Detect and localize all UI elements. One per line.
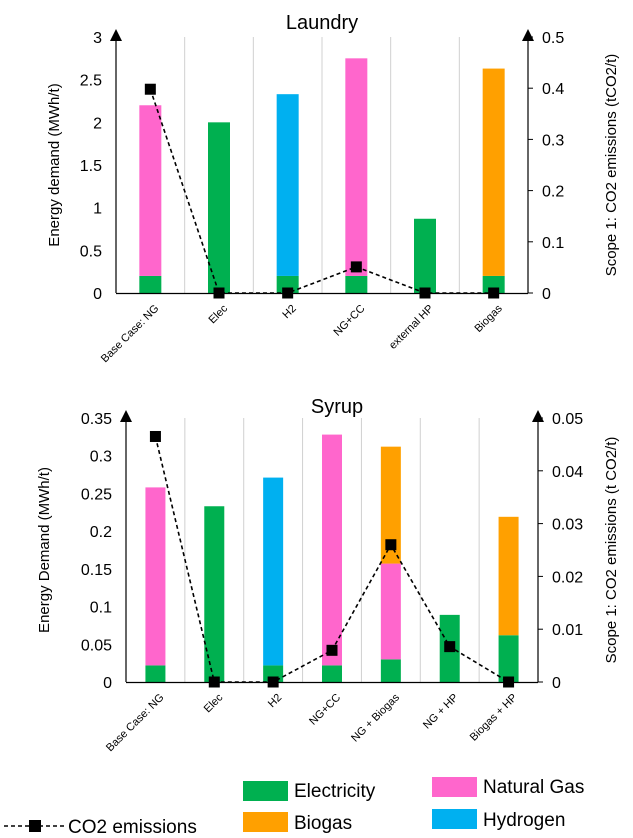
- y-tick-label: 0: [103, 675, 112, 692]
- co2-marker-h2: [282, 287, 294, 299]
- legend-label-natural-gas: Natural Gas: [483, 777, 584, 798]
- y-tick-label: 0.1: [90, 600, 112, 617]
- y-tick-label: 0.15: [81, 562, 112, 579]
- co2-marker-elec: [213, 287, 225, 299]
- chart-title: Laundry: [286, 12, 358, 34]
- bar-biogas-biogas-hp: [498, 516, 519, 636]
- bar-biogas-biogas: [482, 68, 505, 276]
- bar-electricity-ng-cc: [322, 665, 342, 682]
- bar-electricity-ng-biogas: [380, 659, 401, 682]
- bar-electricity-external-hp: [414, 218, 436, 293]
- category-label: NG+CC: [332, 303, 368, 339]
- co2-line: [149, 88, 494, 294]
- co2-marker-base-case-ng: [149, 430, 161, 442]
- y-tick-label: 0.35: [81, 411, 112, 428]
- y2-tick-label: 0.03: [552, 517, 583, 534]
- y-tick-label: 0: [93, 286, 102, 303]
- y2-tick-label: 0.2: [542, 184, 564, 201]
- co2-marker-ng-hp: [444, 641, 456, 653]
- y2-tick-label: 0: [552, 675, 561, 692]
- bar-natural-gas-base-case-ng: [139, 105, 162, 276]
- y-tick-label: 0.05: [81, 637, 112, 654]
- legend-label-hydrogen: Hydrogen: [483, 810, 565, 831]
- y2-tick-label: 0.02: [552, 569, 583, 586]
- y-axis-title: Energy Demand (MWh/t): [36, 467, 53, 633]
- legend-label-co2: CO2 emissions: [68, 817, 197, 838]
- y-tick-label: 0.5: [80, 243, 102, 260]
- y2-axis-title: Scope 1: CO2 emissions (t CO2/t): [603, 437, 620, 664]
- category-label: Biogas: [473, 302, 506, 335]
- co2-marker-h2: [267, 676, 279, 688]
- category-label: Biogas + HP: [468, 692, 520, 744]
- legend-label-biogas: Biogas: [294, 813, 352, 834]
- co2-marker-ng-cc: [326, 644, 338, 656]
- y-axis-title: Energy demand (MWh/t): [46, 83, 63, 246]
- bar-electricity-ng-cc: [345, 275, 368, 293]
- category-label: external HP: [387, 303, 436, 352]
- y-tick-label: 1.5: [80, 158, 102, 175]
- co2-marker-biogas: [488, 287, 500, 299]
- y-axis-right-arrow: [532, 410, 544, 422]
- y-tick-label: 3: [93, 30, 102, 47]
- bar-electricity-base-case-ng: [145, 665, 166, 682]
- y2-tick-label: 0.3: [542, 132, 564, 149]
- legend-label-electricity: Electricity: [294, 781, 376, 802]
- y-tick-label: 2: [93, 115, 102, 132]
- category-label: Base Case: NG: [104, 692, 167, 755]
- category-label: Elec: [206, 302, 230, 326]
- y-tick-label: 1: [93, 201, 102, 218]
- bar-natural-gas-ng-biogas: [380, 563, 401, 660]
- y-tick-label: 0.3: [90, 449, 112, 466]
- bar-electricity-elec: [204, 506, 225, 682]
- legend-swatch-electricity: [243, 781, 288, 801]
- category-label: H2: [266, 692, 284, 710]
- category-label: Elec: [202, 691, 226, 715]
- bar-electricity-biogas-hp: [498, 635, 519, 682]
- chart-syrup: 0 0.05 0.1 0.15 0.2 0.25 0.3 0.35 0 0.01 0.02 0.03 0…: [36, 396, 620, 754]
- legend-co2-marker: [29, 820, 41, 832]
- y2-tick-label: 0.5: [542, 30, 564, 47]
- chart-title: Syrup: [311, 396, 363, 418]
- co2-marker-ng-cc: [350, 261, 362, 273]
- y-tick-label: 2.5: [80, 73, 102, 90]
- legend-swatch-hydrogen: [432, 809, 477, 829]
- y-tick-label: 0.2: [90, 524, 112, 541]
- chart-laundry: 0 0.5 1 1.5 2 2.5 3 0 0.1 0.2 0.3 0.4 0.5 Base Case: …: [46, 12, 620, 365]
- co2-marker-base-case-ng: [144, 83, 156, 95]
- y-axis-left-arrow: [120, 410, 132, 422]
- bar-natural-gas-ng-cc: [345, 58, 368, 276]
- bar-hydrogen-h2: [276, 94, 299, 276]
- y-axis-left-arrow: [110, 29, 122, 41]
- category-label: NG+CC: [307, 692, 343, 728]
- bar-natural-gas-base-case-ng: [145, 487, 166, 666]
- y-axis-right-arrow: [522, 29, 534, 41]
- y2-tick-label: 0: [542, 286, 551, 303]
- legend-swatch-natural-gas: [432, 777, 477, 797]
- bar-electricity-elec: [208, 122, 230, 293]
- y2-tick-label: 0.05: [552, 411, 583, 428]
- co2-marker-biogas-hp: [503, 676, 515, 688]
- bar-biogas-ng-biogas: [380, 446, 401, 564]
- y2-tick-label: 0.04: [552, 464, 583, 481]
- bar-hydrogen-h2: [263, 477, 284, 666]
- category-label: Base Case: NG: [99, 303, 162, 366]
- y2-tick-label: 0.01: [552, 622, 583, 639]
- y-tick-label: 0.25: [81, 486, 112, 503]
- category-label: H2: [280, 303, 298, 321]
- category-label: NG + HP: [421, 692, 461, 732]
- co2-marker-ng-biogas: [385, 539, 397, 551]
- bar-natural-gas-ng-cc: [322, 434, 342, 666]
- category-label: NG + Biogas: [349, 691, 402, 744]
- legend: Electricity Natural Gas Biogas Hydrogen …: [4, 777, 584, 838]
- y2-axis-title: Scope 1: CO2 emissions (tCO2/t): [603, 54, 620, 277]
- co2-marker-external-hp: [419, 287, 431, 299]
- legend-swatch-biogas: [243, 812, 288, 832]
- bar-electricity-base-case-ng: [139, 275, 162, 293]
- y2-tick-label: 0.4: [542, 81, 564, 98]
- y2-tick-label: 0.1: [542, 235, 564, 252]
- co2-marker-elec: [208, 676, 220, 688]
